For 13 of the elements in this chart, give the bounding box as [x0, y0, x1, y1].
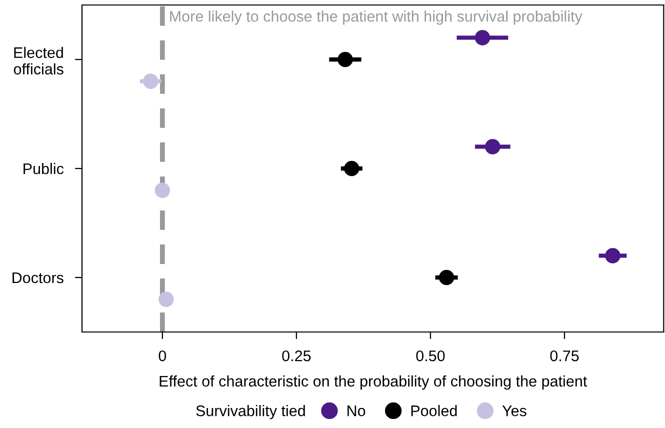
annotation: More likely to choose the patient with high survival probability: [170, 10, 582, 25]
y-tick-label: Public: [24, 162, 64, 174]
legend-title: Survivability tied: [196, 404, 305, 420]
x-tick-label: 0.75: [550, 350, 579, 362]
x-tick-label: 0.25: [282, 350, 311, 362]
y-tick-label: Doctors: [12, 272, 64, 284]
legend-label: No: [348, 406, 366, 416]
legend-label: Pooled: [411, 404, 457, 416]
y-tick-label: Elected officials: [14, 46, 64, 75]
x-tick-label: 0.50: [416, 350, 445, 362]
x-tick-label: 0: [158, 350, 166, 362]
legend-label: Yes: [502, 406, 526, 416]
x-axis-title: Effect of characteristic on the probability of choosing the patient: [160, 375, 588, 390]
